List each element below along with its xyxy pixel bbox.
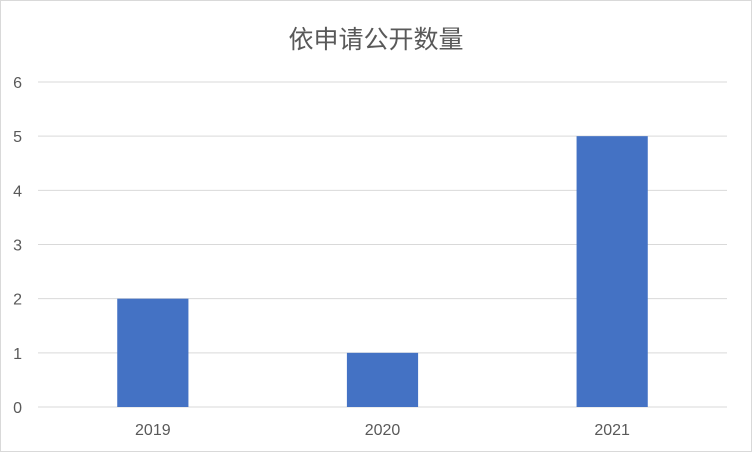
y-tick-label: 1 <box>13 346 22 363</box>
bar-2020 <box>346 352 419 407</box>
x-tick-label: 2019 <box>135 422 171 439</box>
x-tick-label: 2020 <box>365 422 401 439</box>
bar-2021 <box>576 136 648 407</box>
chart-title: 依申请公开数量 <box>288 25 464 54</box>
y-tick-label: 4 <box>13 183 22 200</box>
x-tick-label: 2021 <box>594 422 630 439</box>
y-tick-label: 2 <box>13 292 22 309</box>
y-tick-label: 0 <box>13 400 22 417</box>
y-tick-label: 3 <box>13 238 22 255</box>
y-tick-label: 5 <box>13 129 22 146</box>
y-tick-label: 6 <box>13 75 22 92</box>
bar-2019 <box>117 298 189 407</box>
